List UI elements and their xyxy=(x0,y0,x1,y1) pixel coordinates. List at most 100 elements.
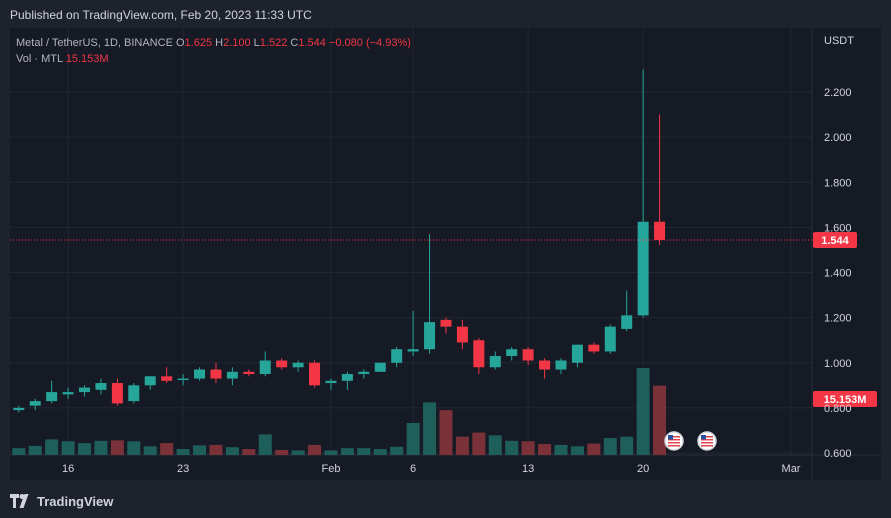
candle-body[interactable] xyxy=(637,221,649,316)
candle-body[interactable] xyxy=(522,349,534,361)
candle-body[interactable] xyxy=(29,401,41,406)
low-value: 1.522 xyxy=(259,37,288,49)
last-volume-tag-text: 15.153M xyxy=(824,394,867,406)
flag-circle xyxy=(697,431,717,451)
open-label: O xyxy=(175,37,185,49)
candle-body[interactable] xyxy=(111,383,123,404)
candle-body[interactable] xyxy=(161,376,173,381)
chart-legend: Metal / TetherUS, 1D, BINANCE O1.625 H2.… xyxy=(16,35,411,67)
flag-circle xyxy=(664,431,684,451)
volume-bar xyxy=(587,443,601,455)
close-value: 1.544 xyxy=(298,37,326,49)
flag-stripe xyxy=(701,439,713,441)
candle-body[interactable] xyxy=(604,326,616,352)
open-value: 1.625 xyxy=(184,37,213,49)
candle-body[interactable] xyxy=(654,221,666,241)
time-tick-label: 6 xyxy=(410,463,416,475)
price-tick-label: 1.000 xyxy=(824,358,852,370)
candle-body[interactable] xyxy=(440,319,452,327)
volume-bars xyxy=(12,368,667,455)
candle-body[interactable] xyxy=(276,360,288,368)
time-tick-label: 16 xyxy=(62,463,74,475)
symbol-title[interactable]: Metal / TetherUS, 1D, BINANCE xyxy=(16,37,173,49)
us-flag-icon[interactable] xyxy=(697,431,717,451)
volume-bar xyxy=(176,449,190,455)
volume-bar xyxy=(143,446,157,455)
candle-body[interactable] xyxy=(358,371,370,375)
flag-canton xyxy=(701,435,706,440)
candle-body[interactable] xyxy=(13,407,25,411)
volume-bar xyxy=(340,448,354,455)
candle-body[interactable] xyxy=(144,376,156,386)
volume-bar xyxy=(291,450,305,455)
candle-body[interactable] xyxy=(506,349,518,356)
us-flag-icon[interactable] xyxy=(664,431,684,451)
flag-stripe xyxy=(701,445,713,447)
candle-body[interactable] xyxy=(588,344,600,352)
candle-body[interactable] xyxy=(194,369,206,379)
candle-body[interactable] xyxy=(62,392,74,395)
last-volume-tag xyxy=(813,391,877,407)
time-tick-label: Mar xyxy=(782,463,801,475)
price-tick-label: 0.800 xyxy=(824,403,852,415)
candle-body[interactable] xyxy=(473,340,485,368)
candle-body[interactable] xyxy=(341,374,353,381)
currency-label: USDT xyxy=(824,35,854,47)
volume-value: 15.153M xyxy=(65,53,109,65)
candle-body[interactable] xyxy=(489,355,501,368)
volume-bar xyxy=(554,444,568,455)
volume-bar xyxy=(258,434,272,455)
volume-bar xyxy=(78,443,92,455)
volume-bar xyxy=(193,445,207,455)
flag-stripe xyxy=(701,442,713,444)
candle-body[interactable] xyxy=(374,362,386,372)
candle-body[interactable] xyxy=(210,369,222,379)
volume-bar xyxy=(373,449,387,455)
volume-bar xyxy=(242,449,256,455)
candle-body[interactable] xyxy=(128,385,140,402)
volume-label[interactable]: Vol · MTL xyxy=(16,53,63,65)
volume-bar xyxy=(455,436,469,455)
candle-body[interactable] xyxy=(571,344,583,363)
candle-body[interactable] xyxy=(259,360,271,375)
candle-body[interactable] xyxy=(309,362,321,386)
candle-body[interactable] xyxy=(539,360,551,370)
flag-stripe xyxy=(668,439,680,441)
tradingview-logo[interactable]: TradingView xyxy=(10,492,113,510)
candle-body[interactable] xyxy=(226,371,238,379)
legend-row-price: Metal / TetherUS, 1D, BINANCE O1.625 H2.… xyxy=(16,35,411,51)
candle-body[interactable] xyxy=(407,349,419,352)
candle-body[interactable] xyxy=(46,392,58,402)
candle-body[interactable] xyxy=(424,322,436,350)
volume-bar xyxy=(94,440,108,455)
candle-body[interactable] xyxy=(292,362,304,368)
flag-canton xyxy=(668,435,673,440)
volume-bar xyxy=(28,445,42,455)
volume-bar xyxy=(275,449,289,455)
candle-body[interactable] xyxy=(555,360,567,370)
candle-body[interactable] xyxy=(456,326,468,343)
candle-body[interactable] xyxy=(79,387,91,393)
volume-bar xyxy=(439,410,453,455)
tradingview-logo-icon xyxy=(10,494,29,508)
volume-bar xyxy=(61,441,75,455)
price-tick-label: 1.800 xyxy=(824,177,852,189)
change-value: −0.080 (−4.93%) xyxy=(328,37,411,49)
candle-body[interactable] xyxy=(177,378,189,381)
volume-bar xyxy=(357,448,371,455)
high-label: H xyxy=(215,37,224,49)
price-axis: 2.200 2.000 1.800 1.600 1.400 1.200 1.000 0.800… xyxy=(824,35,854,460)
volume-bar xyxy=(390,446,404,455)
chart-panel[interactable] xyxy=(10,28,881,480)
candle-body[interactable] xyxy=(243,371,255,375)
candle-body[interactable] xyxy=(325,380,337,384)
flag-stripe xyxy=(668,445,680,447)
candle-body[interactable] xyxy=(95,383,107,390)
published-text: Published on TradingView.com, Feb 20, 20… xyxy=(10,8,312,22)
volume-bar xyxy=(45,439,59,455)
candle-body[interactable] xyxy=(391,349,403,363)
volume-bar xyxy=(209,444,223,455)
candle-body[interactable] xyxy=(621,315,633,329)
last-price-tag xyxy=(813,232,857,249)
